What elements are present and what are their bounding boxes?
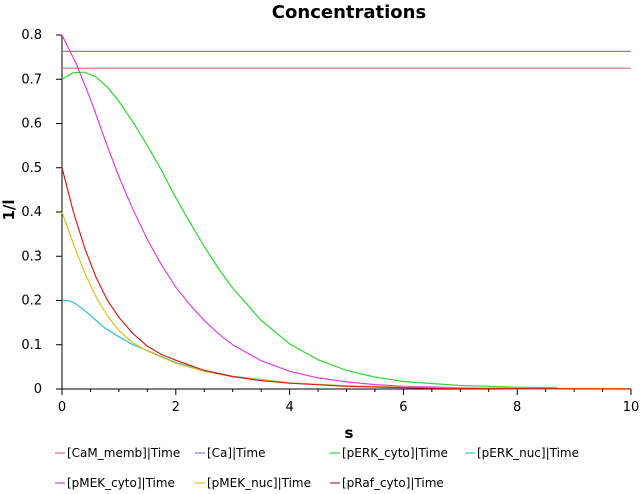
x-tick-label: 8 <box>513 400 521 415</box>
legend-label: [pMEK_nuc]|Time <box>207 476 311 490</box>
plot-area: 0 2 4 6 8 10 0 0.1 0.2 0.3 0.4 0.5 0.6 0.7 0.8 <box>21 28 639 415</box>
x-axis-label: s <box>345 424 354 442</box>
y-tick-label: 0.1 <box>21 338 42 353</box>
x-tick-label: 2 <box>172 400 180 415</box>
y-tick-label: 0.2 <box>21 294 42 309</box>
x-tick-label: 0 <box>58 400 66 415</box>
y-tick-label: 0.7 <box>21 72 42 87</box>
x-tick-label: 10 <box>623 400 640 415</box>
y-tick-label: 0.4 <box>21 205 42 220</box>
series-line-4 <box>61 34 518 390</box>
series-line-3 <box>62 299 631 390</box>
x-tick-label: 6 <box>399 400 407 415</box>
x-tick-label: 4 <box>285 400 293 415</box>
series-lines <box>61 34 632 390</box>
y-ticks: 0 0.1 0.2 0.3 0.4 0.5 0.6 0.7 0.8 <box>21 28 62 397</box>
y-tick-label: 0.8 <box>21 28 42 43</box>
x-ticks: 0 2 4 6 8 10 <box>58 389 639 415</box>
legend-label: [pRaf_cyto]|Time <box>342 476 444 490</box>
legend-label: [Ca]|Time <box>207 446 266 460</box>
legend-label: [pMEK_cyto]|Time <box>67 476 175 490</box>
y-axis-label: 1/l <box>0 199 18 220</box>
series-line-6 <box>61 167 632 390</box>
legend: [CaM_memb]|Time [Ca]|Time [pERK_cyto]|Time… <box>55 446 579 490</box>
legend-label: [CaM_memb]|Time <box>67 446 180 460</box>
series-line-2 <box>61 71 558 389</box>
legend-label: [pERK_nuc]|Time <box>477 446 579 460</box>
legend-label: [pERK_cyto]|Time <box>342 446 448 460</box>
y-tick-label: 0.6 <box>21 117 42 132</box>
chart-title: Concentrations <box>272 2 426 23</box>
y-tick-label: 0 <box>34 382 42 397</box>
y-tick-label: 0.5 <box>21 161 42 176</box>
y-tick-label: 0.3 <box>21 249 42 264</box>
